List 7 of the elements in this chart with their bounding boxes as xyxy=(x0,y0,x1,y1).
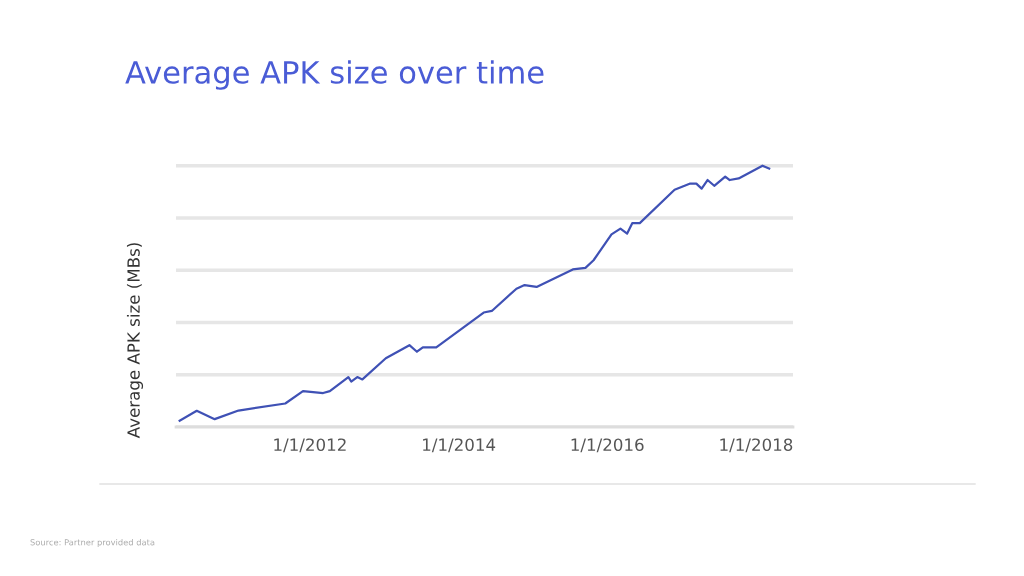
chart-title: Average APK size over time xyxy=(125,60,544,90)
x-tick-label: 1/1/2016 xyxy=(571,438,644,453)
x-tick-label: 1/1/2012 xyxy=(274,438,346,453)
source-note: Source: Partner provided data xyxy=(30,538,155,548)
x-tick-label: 1/1/2018 xyxy=(720,438,793,453)
x-tick-label: 1/1/2014 xyxy=(423,438,496,453)
y-axis-title: Average APK size (MBs) xyxy=(126,243,144,439)
